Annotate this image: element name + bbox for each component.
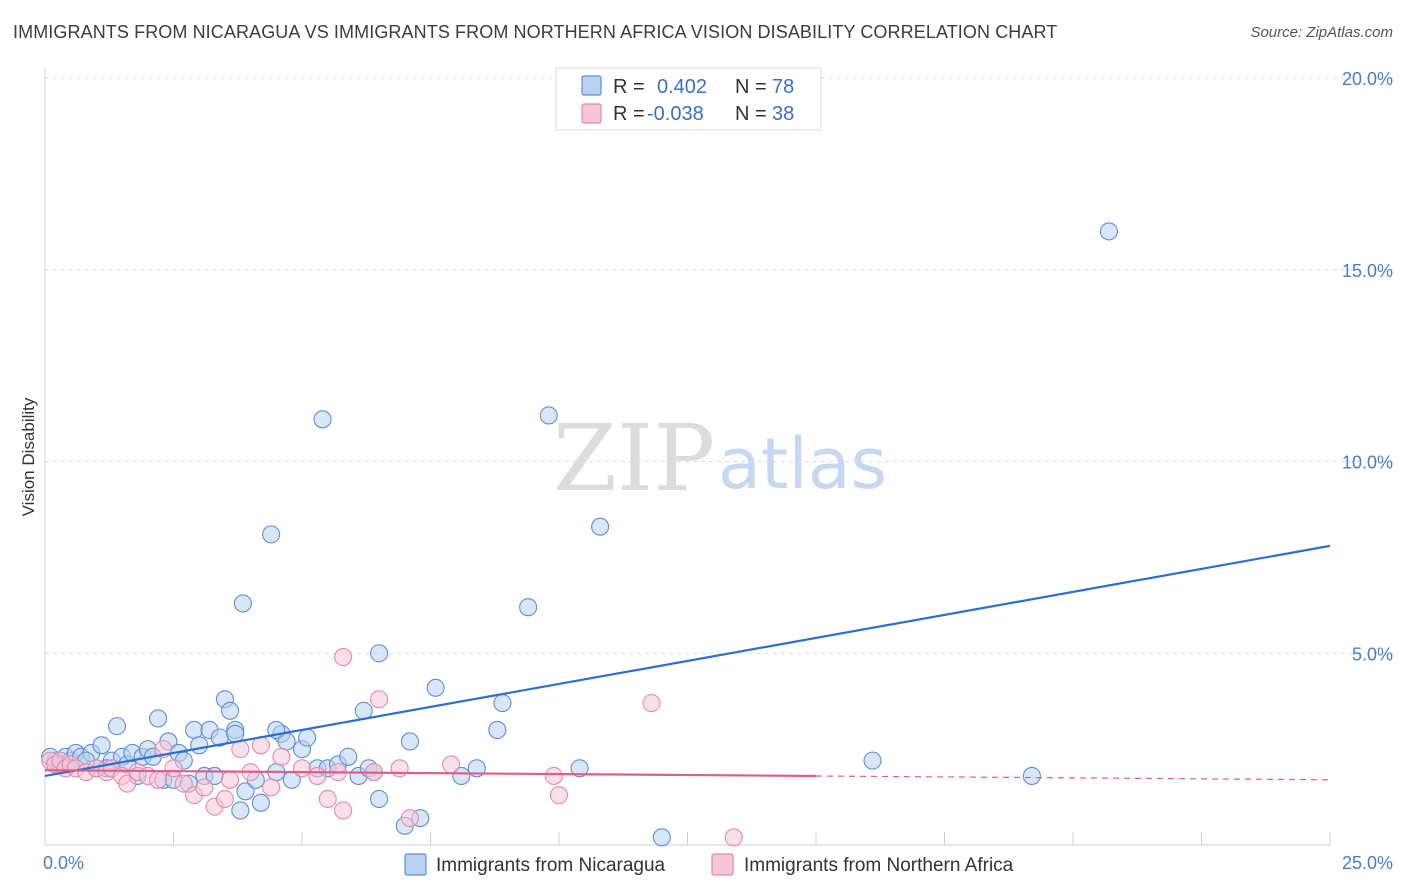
point-nicaragua-18: [149, 709, 168, 728]
legend-n-value-nicaragua: 78: [772, 76, 794, 98]
point-northern-africa-32: [334, 801, 353, 820]
legend-n-label-northern-africa: N =: [735, 103, 767, 125]
point-northern-africa-42: [724, 828, 743, 847]
legend-r-value-northern-africa: -0.038: [647, 103, 704, 125]
watermark-atlas: atlas: [718, 423, 887, 505]
point-northern-africa-16: [164, 759, 183, 778]
legend-swatch-northern-africa: [581, 103, 602, 124]
point-northern-africa-27: [272, 747, 291, 766]
point-northern-africa-26: [262, 778, 281, 797]
legend-swatch-nicaragua: [581, 75, 602, 96]
point-nicaragua-70: [863, 751, 882, 770]
y-axis-title: Vision Disability: [19, 397, 38, 516]
point-northern-africa-37: [400, 809, 419, 828]
watermark-zip: ZIP: [553, 405, 715, 512]
point-northern-africa-30: [318, 789, 337, 809]
point-northern-africa-14: [149, 770, 168, 789]
point-nicaragua-35: [233, 594, 252, 613]
x-ticks: [44, 832, 1331, 845]
point-nicaragua-61: [452, 766, 471, 786]
point-nicaragua-50: [339, 747, 358, 766]
point-northern-africa-11: [118, 774, 137, 793]
point-nicaragua-34: [231, 801, 250, 820]
point-nicaragua-56: [370, 644, 389, 663]
y-tick-label-5: 5.0%: [1352, 644, 1393, 664]
point-nicaragua-55: [370, 789, 389, 809]
bottom-legend: Immigrants from Nicaragua Immigrants fro…: [404, 853, 1014, 876]
trend-line-northern-africa-dashed: [815, 775, 1331, 781]
point-nicaragua-68: [591, 517, 610, 536]
source-label: Source: ZipAtlas.com: [1250, 24, 1393, 41]
point-nicaragua-58: [400, 732, 419, 751]
point-northern-africa-33: [334, 648, 353, 667]
point-nicaragua-26: [190, 736, 209, 755]
legend-r-label-nicaragua: R =: [613, 76, 645, 98]
point-nicaragua-72: [1099, 222, 1119, 241]
legend-box: R = 0.402 N = 78 R = -0.038 N = 38: [555, 67, 822, 131]
chart-title: IMMIGRANTS FROM NICARAGUA VS IMMIGRANTS …: [13, 22, 1058, 42]
point-nicaragua-66: [539, 406, 558, 425]
point-northern-africa-21: [215, 789, 234, 809]
point-nicaragua-67: [570, 759, 589, 778]
x-tick-label-min: 0.0%: [43, 853, 84, 873]
point-nicaragua-36: [236, 782, 255, 801]
point-northern-africa-22: [220, 770, 240, 789]
point-nicaragua-8: [92, 736, 111, 755]
y-tick-labels: 5.0% 10.0% 15.0% 20.0%: [1342, 69, 1393, 664]
point-northern-africa-35: [370, 690, 389, 709]
point-nicaragua-38: [251, 793, 270, 812]
point-northern-africa-40: [549, 786, 569, 805]
point-nicaragua-60: [426, 678, 445, 697]
point-nicaragua-45: [298, 728, 317, 747]
point-northern-africa-19: [195, 778, 214, 797]
series-nicaragua-points: [41, 222, 1119, 847]
point-nicaragua-10: [107, 717, 127, 736]
bottom-legend-label-nicaragua: Immigrants from Nicaragua: [436, 855, 666, 876]
point-northern-africa-29: [308, 766, 327, 786]
bottom-legend-swatch-northern-africa: [711, 853, 734, 876]
bottom-legend-swatch-nicaragua: [404, 853, 427, 876]
point-northern-africa-36: [390, 759, 409, 778]
point-nicaragua-71: [1022, 766, 1041, 786]
point-northern-africa-28: [292, 759, 312, 778]
legend-r-value-nicaragua: 0.402: [657, 76, 707, 98]
point-nicaragua-65: [519, 598, 538, 617]
x-tick-label-max: 25.0%: [1342, 853, 1393, 873]
point-northern-africa-38: [442, 755, 461, 774]
point-northern-africa-17: [174, 774, 193, 793]
bottom-legend-label-northern-africa: Immigrants from Northern Africa: [744, 855, 1014, 876]
point-nicaragua-25: [185, 720, 204, 740]
legend-n-label-nicaragua: N =: [735, 76, 767, 98]
legend-r-label-northern-africa: R =: [613, 103, 645, 125]
point-nicaragua-47: [313, 410, 332, 429]
point-northern-africa-41: [642, 694, 661, 713]
point-nicaragua-69: [652, 828, 671, 847]
point-nicaragua-32: [220, 701, 240, 720]
y-tick-label-15: 15.0%: [1342, 261, 1393, 281]
point-nicaragua-64: [493, 694, 512, 713]
y-tick-label-10: 10.0%: [1342, 453, 1393, 473]
point-nicaragua-63: [488, 720, 507, 740]
grid: [45, 77, 1395, 654]
point-northern-africa-39: [544, 766, 563, 786]
point-nicaragua-39: [262, 525, 281, 544]
y-tick-label-20: 20.0%: [1342, 69, 1393, 89]
trend-line-northern-africa: [44, 769, 817, 778]
trend-lines: [44, 544, 1331, 781]
legend-n-value-northern-africa: 38: [772, 103, 794, 125]
trend-line-nicaragua: [44, 544, 1331, 778]
